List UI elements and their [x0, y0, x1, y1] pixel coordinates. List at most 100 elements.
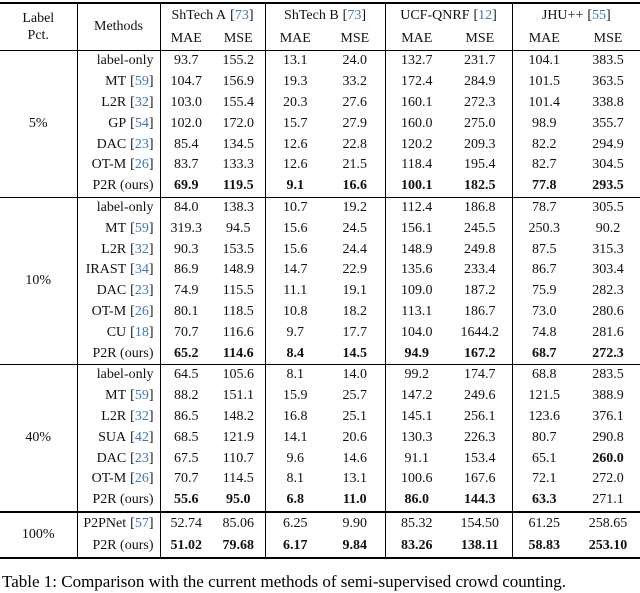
mae-header: MAE [511, 28, 577, 51]
citation-link[interactable]: 26 [134, 471, 149, 487]
metric-value: 271.1 [592, 492, 624, 508]
metric-value: 363.5 [592, 74, 624, 90]
citation-link[interactable]: 26 [134, 303, 149, 319]
metric-value: 68.8 [511, 363, 577, 386]
metric-value: 61.25 [511, 510, 577, 535]
citation-link[interactable]: 12 [478, 8, 493, 23]
metric-value: 144.3 [464, 492, 496, 508]
method-label: MT [105, 388, 127, 404]
dataset-header-shtech-b: ShTech B73 [264, 3, 386, 28]
metric-value: 195.4 [464, 157, 496, 173]
metric-value: 155.4 [222, 94, 255, 110]
metric-value: 85.32 [384, 510, 449, 535]
citation-link[interactable]: 32 [134, 408, 149, 424]
method-label: DAC [96, 136, 127, 152]
metric-value: 209.3 [464, 136, 496, 152]
method-label: IRAST [85, 262, 127, 278]
citation-link[interactable]: 18 [134, 324, 149, 340]
metric-value: 74.8 [511, 322, 577, 344]
citation-link[interactable]: 26 [134, 157, 149, 173]
citation-link[interactable]: 23 [134, 136, 149, 152]
citation-link[interactable]: 57 [134, 515, 149, 531]
metric-value: 19.1 [342, 283, 368, 299]
metric-value: 52.74 [159, 510, 212, 535]
metric-value: 14.6 [342, 450, 368, 466]
metric-value: 319.3 [159, 218, 212, 240]
method-label: L2R [101, 241, 127, 257]
table-row: GP 54 102.0 172.0 15.7 27.9 160.0 275.0 98.9 355.… [0, 113, 640, 135]
metric-value: 102.0 [159, 113, 212, 135]
table-caption: Table 1: Comparison with the current met… [2, 572, 566, 591]
citation: 23 [130, 283, 153, 298]
metric-value: 113.1 [384, 301, 449, 323]
citation-link[interactable]: 59 [134, 388, 149, 404]
citation-link[interactable]: 59 [134, 220, 149, 236]
citation-link[interactable]: 23 [134, 283, 149, 299]
metric-value: 9.6 [264, 448, 326, 469]
metric-value: 138.3 [212, 196, 266, 219]
citation-link[interactable]: 59 [134, 74, 149, 90]
citation-link[interactable]: 32 [134, 241, 149, 257]
citation-link[interactable]: 42 [134, 429, 149, 445]
metric-value: 315.3 [592, 241, 624, 257]
metric-value: 55.6 [159, 489, 212, 512]
table-header: Label Pct. Methods ShTech A73 ShTech B73… [0, 3, 640, 51]
metric-value: 68.5 [159, 427, 212, 449]
table-row: SUA 42 68.5 121.9 14.1 20.6 130.3 226.3 80.7 290.… [0, 427, 640, 449]
metric-value: 100.6 [384, 468, 449, 490]
metric-value: 260.0 [592, 450, 624, 466]
metric-value: 85.06 [212, 510, 266, 535]
citation-link[interactable]: 34 [134, 262, 149, 278]
results-table: Label Pct. Methods ShTech A73 ShTech B73… [0, 2, 640, 559]
citation-link[interactable]: 73 [234, 8, 249, 23]
method-cell: OT-M 26 [76, 301, 160, 323]
metric-value: 21.5 [342, 157, 368, 173]
metric-value: 1644.2 [460, 324, 500, 340]
table-row: P2R (ours) 69.9 119.5 9.1 16.6 100.1 182.5 77.8… [0, 175, 640, 198]
metric-value: 17.7 [342, 324, 368, 340]
citation-link[interactable]: 23 [134, 450, 149, 466]
metric-value: 132.7 [384, 50, 449, 72]
method-cell: label-only [76, 363, 160, 386]
metric-value: 105.6 [212, 363, 266, 386]
mae-header: MAE [384, 28, 449, 51]
metric-value: 250.3 [511, 218, 577, 240]
label-pct-header: Label Pct. [0, 3, 77, 51]
metric-value: 87.5 [511, 239, 577, 260]
method-cell: L2R 32 [76, 92, 160, 114]
metric-value: 120.2 [384, 134, 449, 155]
metric-value: 376.1 [592, 408, 624, 424]
metric-value: 101.5 [511, 71, 577, 93]
citation: 26 [130, 471, 153, 486]
metric-value: 160.1 [384, 92, 449, 114]
metric-value: 231.7 [464, 53, 496, 69]
citation-link[interactable]: 73 [347, 8, 362, 23]
citation-link[interactable]: 54 [134, 115, 149, 131]
citation: 26 [130, 304, 153, 319]
metric-value: 15.7 [264, 113, 326, 135]
citation: 32 [130, 409, 153, 424]
metric-value: 114.6 [222, 345, 254, 361]
metric-value: 20.6 [342, 429, 368, 445]
metric-value: 167.6 [464, 471, 496, 487]
citation: 34 [130, 262, 153, 277]
citation: 73 [230, 8, 253, 23]
metric-value: 135.6 [384, 259, 449, 281]
metric-value: 134.5 [222, 136, 255, 152]
metric-value: 14.1 [264, 427, 326, 449]
metric-value: 148.2 [222, 408, 255, 424]
table-row: P2R (ours) 51.02 79.68 6.17 9.84 83.26 138.11 5… [0, 534, 640, 558]
mse-header: MSE [576, 28, 640, 51]
metric-value: 182.5 [464, 178, 496, 194]
citation: 59 [130, 74, 153, 89]
citation: 59 [130, 388, 153, 403]
metric-value: 15.9 [264, 385, 326, 407]
table-row: P2R (ours) 65.2 114.6 8.4 14.5 94.9 167.2 68.7 2… [0, 343, 640, 365]
metric-value: 186.8 [448, 196, 513, 219]
citation-link[interactable]: 32 [134, 94, 149, 110]
citation-link[interactable]: 55 [592, 8, 607, 23]
citation: 54 [130, 116, 153, 131]
metric-value: 86.5 [159, 406, 212, 428]
metric-value: 272.3 [592, 345, 624, 361]
metric-value: 8.4 [264, 343, 326, 365]
